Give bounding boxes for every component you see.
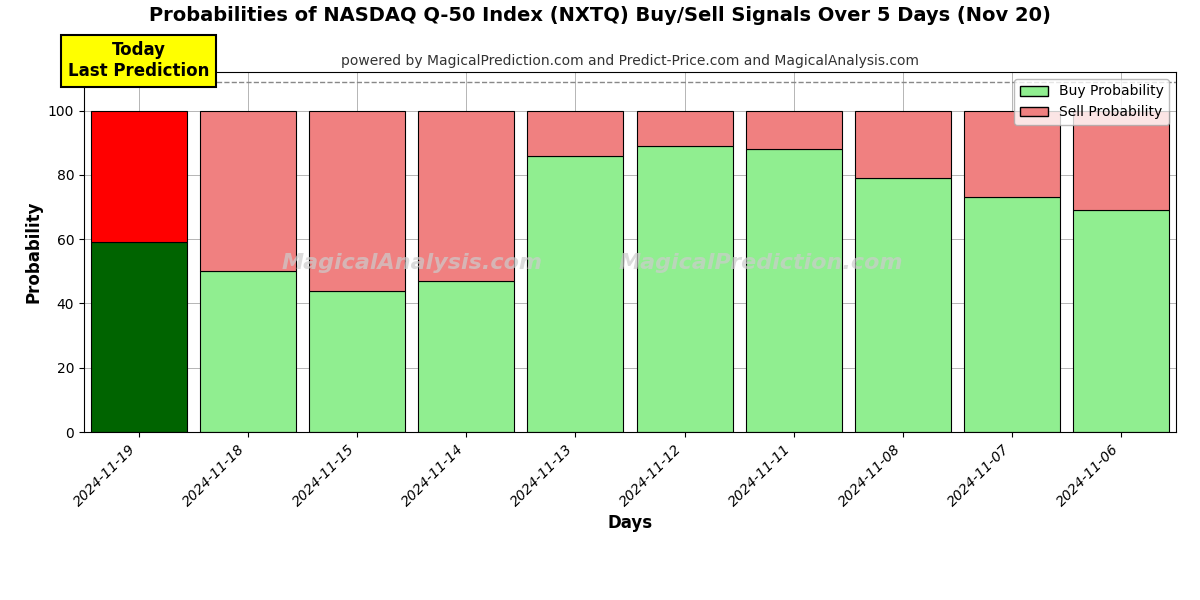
Bar	[418, 281, 515, 432]
Bar	[90, 242, 187, 432]
Y-axis label: Probability: Probability	[24, 201, 42, 303]
Bar	[418, 110, 515, 281]
Bar	[745, 110, 842, 149]
Bar	[636, 110, 733, 146]
Bar	[527, 155, 624, 432]
Bar	[1073, 210, 1170, 432]
Bar	[199, 110, 296, 271]
Bar	[745, 149, 842, 432]
Text: MagicalAnalysis.com: MagicalAnalysis.com	[281, 253, 542, 273]
Bar	[308, 290, 406, 432]
Bar	[527, 110, 624, 155]
Bar	[90, 110, 187, 242]
Bar	[636, 146, 733, 432]
Bar	[1073, 110, 1170, 210]
Bar	[964, 197, 1061, 432]
Legend: Buy Probability, Sell Probability: Buy Probability, Sell Probability	[1014, 79, 1169, 125]
Title: powered by MagicalPrediction.com and Predict-Price.com and MagicalAnalysis.com: powered by MagicalPrediction.com and Pre…	[341, 54, 919, 68]
Bar	[854, 178, 952, 432]
Text: Probabilities of NASDAQ Q-50 Index (NXTQ) Buy/Sell Signals Over 5 Days (Nov 20): Probabilities of NASDAQ Q-50 Index (NXTQ…	[149, 6, 1051, 25]
Text: MagicalPrediction.com: MagicalPrediction.com	[619, 253, 904, 273]
Bar	[854, 110, 952, 178]
X-axis label: Days: Days	[607, 514, 653, 532]
Bar	[308, 110, 406, 290]
Bar	[964, 110, 1061, 197]
Text: Today
Last Prediction: Today Last Prediction	[68, 41, 209, 80]
Bar	[199, 271, 296, 432]
